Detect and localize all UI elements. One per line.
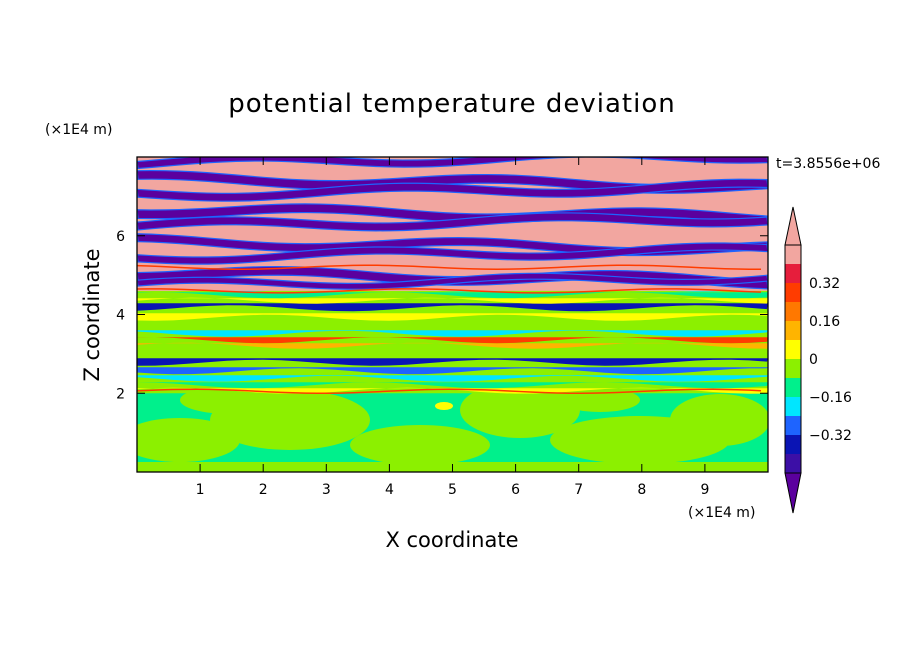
- time-label: t=3.8556e+06: [776, 156, 880, 172]
- x-axis-label: X coordinate: [385, 528, 518, 552]
- y-axis-label: Z coordinate: [80, 248, 104, 381]
- colorbar-segment: [785, 416, 801, 435]
- lime-blob: [460, 382, 580, 438]
- colorbar-tick-label: −0.32: [809, 428, 852, 444]
- x-tick-label: 5: [448, 482, 457, 498]
- x-tick-label: 4: [385, 482, 394, 498]
- x-tick-label: 1: [196, 482, 205, 498]
- x-axis-ticks: 1 2 3 4 5 6 7 8 9: [196, 157, 709, 498]
- colorbar-segment: [785, 321, 801, 340]
- x-tick-label: 7: [574, 482, 583, 498]
- y-unit-label: (×1E4 m): [45, 122, 112, 138]
- x-tick-label: 9: [700, 482, 709, 498]
- colorbar: 0.32 0.16 0 −0.16 −0.32: [784, 206, 852, 514]
- colorbar-frame: [784, 244, 802, 474]
- x-tick-label: 3: [322, 482, 331, 498]
- colorbar-tick-label: 0.16: [809, 314, 840, 330]
- colorbar-segment: [785, 340, 801, 359]
- colorbar-max-extend: [784, 206, 802, 246]
- colorbar-segment: [785, 359, 801, 378]
- colorbar-segment: [785, 264, 801, 283]
- colorbar-segment: [785, 454, 801, 473]
- colorbar-tick-label: −0.16: [809, 390, 852, 406]
- y-tick-label: 6: [116, 229, 125, 245]
- chart-title: potential temperature deviation: [228, 89, 675, 119]
- x-tick-label: 2: [259, 482, 268, 498]
- colorbar-segment: [785, 245, 801, 264]
- y-axis-ticks: 2 4 6: [116, 229, 768, 402]
- colorbar-segment: [785, 397, 801, 416]
- y-tick-label: 2: [116, 386, 125, 402]
- colorbar-min-extend: [784, 472, 802, 514]
- colorbar-segment: [785, 283, 801, 302]
- y-tick-label: 4: [116, 308, 125, 324]
- yellow-spot: [435, 402, 453, 410]
- x-tick-label: 8: [637, 482, 646, 498]
- lime-blob: [350, 425, 490, 465]
- x-tick-label: 6: [511, 482, 520, 498]
- heatmap-field: [137, 157, 768, 472]
- x-unit-label: (×1E4 m): [688, 505, 755, 521]
- colorbar-segment: [785, 378, 801, 397]
- layered-region: [137, 157, 768, 395]
- lime-blob: [670, 394, 768, 446]
- colorbar-segment: [785, 302, 801, 321]
- colorbar-tick-label: 0: [809, 352, 818, 368]
- colorbar-tick-label: 0.32: [809, 276, 840, 292]
- colorbar-segment: [785, 435, 801, 454]
